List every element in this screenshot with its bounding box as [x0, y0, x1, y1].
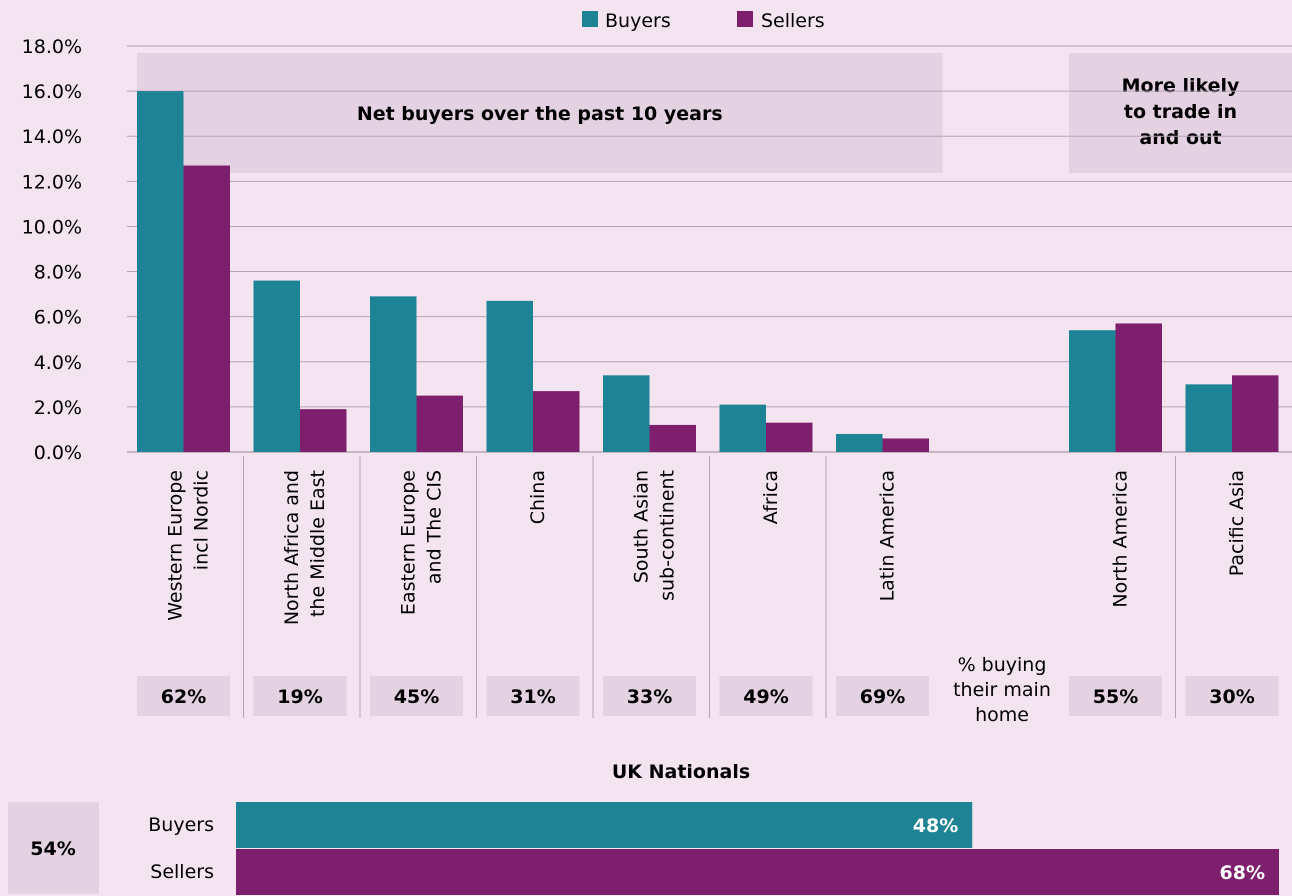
bar-buyers-1 [253, 280, 300, 452]
bar-sellers-4 [649, 424, 696, 452]
y-tick-label: 0.0% [34, 442, 82, 464]
y-tick-label: 18.0% [22, 36, 82, 58]
annotation-text-0: Net buyers over the past 10 years [357, 103, 723, 125]
main-home-value-2: 45% [394, 686, 439, 708]
main-home-box-1 [253, 676, 347, 716]
y-tick-label: 16.0% [22, 81, 82, 103]
bar-sellers-2 [416, 395, 463, 452]
bar-buyers-0 [137, 91, 184, 452]
legend-label-sellers: Sellers [761, 10, 825, 32]
legend-label-buyers: Buyers [605, 10, 671, 32]
category-label-line: the Middle East [307, 470, 329, 617]
bar-sellers-3 [533, 391, 580, 452]
bar-buyers-4 [603, 375, 650, 452]
bar-sellers-8 [1115, 323, 1162, 452]
category-label-line: Eastern Europe [397, 470, 419, 615]
annotation-line-1-0: More likely [1122, 75, 1240, 97]
main-home-box-6 [836, 676, 929, 716]
bar-sellers-9 [1232, 375, 1279, 452]
uk-label-sellers: Sellers [150, 861, 214, 883]
main-home-label: % buying their main home [953, 654, 1051, 726]
uk-chart-title: UK Nationals [612, 761, 750, 783]
main-home-label-line: home [975, 704, 1029, 726]
bar-buyers-5 [719, 404, 766, 452]
uk-bar-sellers [236, 849, 1279, 895]
main-home-box-0 [137, 676, 230, 716]
bar-buyers-3 [486, 300, 533, 452]
main-home-box-4 [603, 676, 696, 716]
uk-bar-value-sellers: 68% [1220, 862, 1265, 884]
main-home-value-1: 19% [277, 686, 322, 708]
category-label-line: Latin America [876, 470, 898, 601]
category-label-line: Africa [760, 470, 782, 524]
main-home-label-line: % buying [958, 654, 1047, 676]
y-tick-label: 6.0% [34, 307, 82, 329]
main-home-value-8: 55% [1093, 686, 1138, 708]
category-label: South Asian sub-continent [630, 470, 678, 601]
y-tick-label: 2.0% [34, 397, 82, 419]
main-home-label-line: their main [953, 679, 1051, 701]
annotation-line-1-1: to trade in [1124, 101, 1237, 123]
category-label-line: China [527, 470, 549, 524]
category-label: Latin America [876, 470, 898, 601]
category-label-line: and The CIS [423, 470, 445, 584]
annotation-text-1: More likely to trade in and out [1122, 75, 1240, 149]
legend-swatch-buyers [582, 11, 598, 27]
main-home-value-4: 33% [627, 686, 672, 708]
category-label-line: Western Europe [164, 470, 186, 621]
bar-buyers-8 [1069, 330, 1116, 452]
y-tick-label: 12.0% [22, 171, 82, 193]
category-label: Africa [760, 470, 782, 524]
y-tick-label: 14.0% [22, 126, 82, 148]
category-label: Eastern Europe and The CIS [397, 470, 445, 615]
legend-swatch-sellers [737, 11, 753, 27]
category-label-line: Pacific Asia [1226, 470, 1248, 576]
category-label: Western Europe incl Nordic [164, 470, 212, 621]
main-home-box-5 [719, 676, 813, 716]
uk-label-buyers: Buyers [148, 814, 214, 836]
main-home-value-5: 49% [743, 686, 788, 708]
category-label-line: North Africa and [281, 470, 303, 625]
bar-sellers-6 [882, 438, 929, 452]
uk-main-home-value: 54% [30, 838, 75, 860]
category-label: China [527, 470, 549, 524]
main-home-value-9: 30% [1209, 686, 1254, 708]
category-label: North America [1109, 470, 1131, 608]
annotation-line-1-2: and out [1139, 127, 1221, 149]
category-label-line: North America [1109, 470, 1131, 608]
main-home-value-6: 69% [860, 686, 905, 708]
y-tick-label: 10.0% [22, 216, 82, 238]
category-label: Pacific Asia [1226, 470, 1248, 576]
bar-sellers-5 [766, 422, 813, 452]
main-home-box-9 [1185, 676, 1279, 716]
annotation-box-0 [137, 53, 943, 173]
uk-bar-buyers [236, 802, 973, 848]
category-label-line: South Asian [630, 470, 652, 583]
bar-buyers-6 [836, 433, 883, 452]
main-home-box-3 [486, 676, 580, 716]
bar-sellers-1 [300, 409, 347, 452]
y-tick-label: 8.0% [34, 262, 82, 284]
main-home-box-8 [1069, 676, 1162, 716]
category-label: North Africa and the Middle East [281, 470, 329, 625]
uk-bar-value-buyers: 48% [913, 815, 958, 837]
bar-sellers-0 [183, 165, 230, 453]
category-label-line: sub-continent [656, 470, 678, 601]
main-home-box-2 [370, 676, 463, 716]
annotation-box-1 [1069, 53, 1292, 173]
main-home-value-3: 31% [510, 686, 555, 708]
uk-main-home-box [8, 802, 99, 894]
y-tick-label: 4.0% [34, 352, 82, 374]
bar-buyers-9 [1185, 384, 1232, 452]
bar-buyers-2 [370, 296, 417, 452]
main-home-value-0: 62% [161, 686, 206, 708]
category-label-line: incl Nordic [190, 470, 212, 570]
